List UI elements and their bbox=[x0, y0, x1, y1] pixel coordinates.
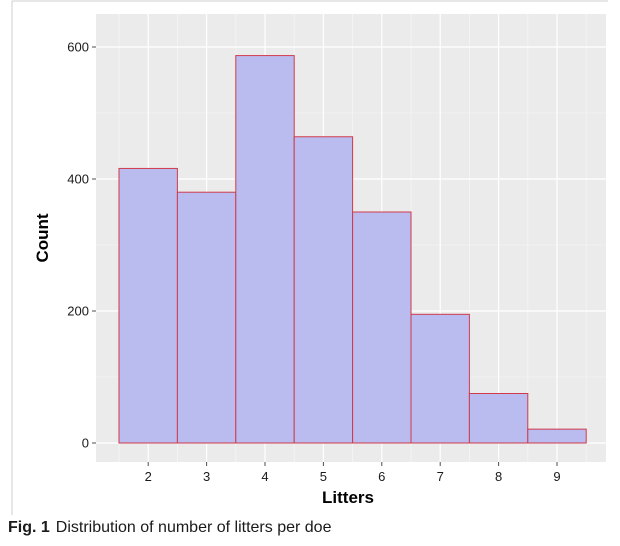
x-tick-label: 9 bbox=[553, 469, 560, 484]
x-tick-label: 4 bbox=[261, 469, 268, 484]
x-tick-label: 5 bbox=[320, 469, 327, 484]
figure-caption: Fig. 1 Distribution of number of litters … bbox=[8, 519, 608, 537]
bar-9 bbox=[527, 428, 587, 444]
x-tick-label: 7 bbox=[437, 469, 444, 484]
x-tick-label: 3 bbox=[203, 469, 210, 484]
y-tick-label: 0 bbox=[82, 436, 89, 451]
caption-label: Fig. 1 bbox=[8, 519, 50, 536]
bar-4 bbox=[235, 55, 295, 444]
bar-2 bbox=[118, 167, 178, 444]
bar-7 bbox=[410, 313, 470, 444]
x-tick-label: 2 bbox=[145, 469, 152, 484]
bar-3 bbox=[176, 191, 237, 444]
y-tick-label: 200 bbox=[67, 304, 89, 319]
bar-6 bbox=[352, 211, 412, 444]
y-tick-label: 400 bbox=[67, 172, 89, 187]
y-axis-title: Count bbox=[33, 213, 52, 262]
bar-8 bbox=[468, 393, 529, 444]
y-axis-ticks: 0 200 400 600 bbox=[67, 40, 96, 451]
x-axis-ticks: 2 3 4 5 6 7 8 9 bbox=[145, 462, 561, 484]
caption-text: Distribution of number of litters per do… bbox=[55, 519, 332, 536]
x-axis-title: Litters bbox=[322, 488, 374, 507]
x-tick-label: 8 bbox=[495, 469, 502, 484]
bars bbox=[118, 55, 587, 444]
x-tick-label: 6 bbox=[378, 469, 385, 484]
bar-5 bbox=[293, 136, 354, 444]
y-tick-label: 600 bbox=[67, 40, 89, 55]
